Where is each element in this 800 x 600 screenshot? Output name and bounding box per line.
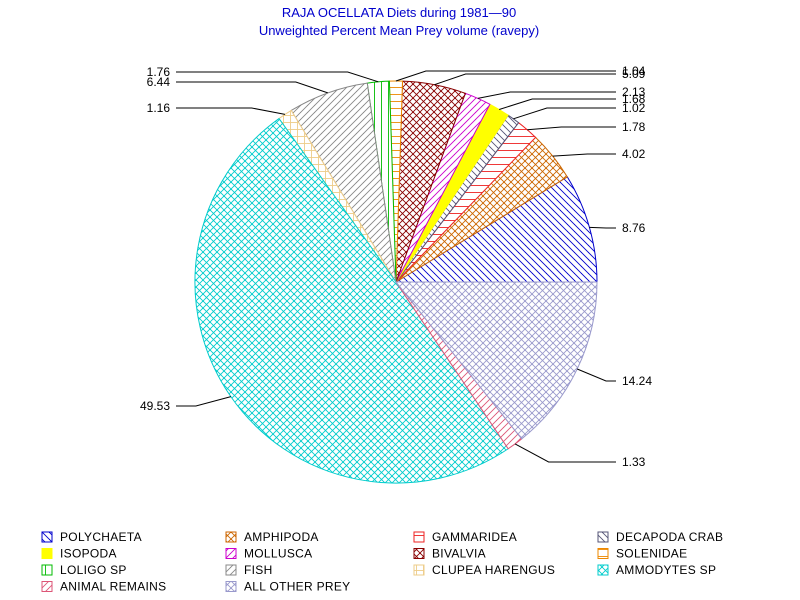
legend-item-polychaeta: POLYCHAETA — [41, 530, 142, 544]
legend-label-isopoda: ISOPODA — [60, 547, 117, 561]
legend-swatch-clupea-harengus — [413, 564, 425, 576]
legend-swatch-amphipoda — [225, 531, 237, 543]
legend-item-bivalvia: BIVALVIA — [413, 547, 486, 561]
leader-line-clupea-harengus — [176, 107, 286, 115]
slice-label-clupea-harengus: 1.16 — [147, 101, 171, 115]
leader-line-decapoda-crab — [513, 107, 616, 120]
chart-subtitle: Unweighted Percent Mean Prey volume (rav… — [259, 23, 539, 38]
legend-label-decapoda-crab: DECAPODA CRAB — [616, 530, 723, 544]
pie-slice-ammodytes-sp — [194, 117, 509, 484]
legend-label-solenidae: SOLENIDAE — [616, 547, 687, 561]
label-leaders: 1.045.09 2.131.681.02 1.78 4.02 8.76 14.24 1.3… — [140, 64, 652, 469]
legend-label-all-other-prey: ALL OTHER PREY — [244, 580, 350, 594]
legend-swatch-solenidae — [597, 548, 609, 559]
legend-label-polychaeta: POLYCHAETA — [60, 530, 142, 544]
leader-line-amphipoda — [552, 153, 616, 157]
pie-slices — [194, 80, 598, 484]
legend-item-decapoda-crab: DECAPODA CRAB — [597, 530, 723, 544]
slice-label-fish: 6.44 — [147, 75, 171, 89]
legend-swatch-decapoda-crab — [597, 531, 609, 543]
slice-label-all-other-prey: 14.24 — [622, 374, 652, 388]
legend-item-solenidae: SOLENIDAE — [597, 547, 687, 561]
slice-label-isopoda: 1.68 — [622, 92, 646, 106]
slice-label-amphipoda: 4.02 — [622, 147, 646, 161]
legend-swatch-gammaridea — [413, 531, 425, 543]
legend-label-fish: FISH — [244, 563, 273, 577]
slice-label-mollusca: 2.13 — [622, 85, 646, 99]
legend-label-ammodytes-sp: AMMODYTES SP — [616, 563, 716, 577]
legend: POLYCHAETA AMPHIPODA GAMMARIDEA DECAPODA CR… — [41, 530, 723, 594]
legend-swatch-ammodytes-sp — [597, 564, 609, 576]
legend-item-clupea-harengus: CLUPEA HARENGUS — [413, 563, 555, 577]
legend-label-amphipoda: AMPHIPODA — [244, 530, 319, 544]
leader-line-polychaeta — [589, 226, 616, 229]
legend-label-mollusca: MOLLUSCA — [244, 547, 312, 561]
legend-item-fish: FISH — [225, 563, 273, 577]
legend-swatch-all-other-prey — [225, 581, 237, 592]
leader-line-fish — [176, 81, 328, 94]
legend-swatch-fish — [225, 564, 237, 576]
legend-label-animal-remains: ANIMAL REMAINS — [60, 580, 166, 594]
legend-label-bivalvia: BIVALVIA — [432, 547, 486, 561]
slice-label-gammaridea: 1.78 — [622, 120, 646, 134]
legend-label-loligo-sp: LOLIGO SP — [60, 563, 127, 577]
pie-slice-all-other-prey — [394, 281, 598, 440]
leader-line-isopoda — [499, 98, 616, 110]
slice-label-animal-remains: 1.33 — [622, 455, 646, 469]
leader-line-bivalvia — [434, 73, 616, 86]
leader-line-gammaridea — [527, 126, 616, 131]
legend-label-clupea-harengus: CLUPEA HARENGUS — [432, 563, 555, 577]
legend-item-isopoda: ISOPODA — [41, 547, 117, 561]
legend-item-mollusca: MOLLUSCA — [225, 547, 312, 561]
legend-item-animal-remains: ANIMAL REMAINS — [41, 580, 166, 594]
legend-item-ammodytes-sp: AMMODYTES SP — [597, 563, 716, 577]
leader-line-ammodytes-sp — [176, 396, 232, 407]
slice-label-solenidae: 1.04 — [622, 64, 646, 78]
slice-label-bivalvia: 5.09 — [622, 67, 646, 81]
legend-swatch-animal-remains — [41, 581, 53, 592]
legend-item-amphipoda: AMPHIPODA — [225, 530, 319, 544]
legend-swatch-loligo-sp — [41, 564, 53, 576]
leader-line-mollusca — [477, 91, 616, 99]
slice-label-loligo-sp: 1.76 — [147, 65, 171, 79]
slice-label-polychaeta: 8.76 — [622, 221, 646, 235]
slice-label-ammodytes-sp: 49.53 — [140, 399, 170, 413]
legend-item-loligo-sp: LOLIGO SP — [41, 563, 127, 577]
legend-swatch-mollusca — [225, 548, 237, 559]
legend-swatch-isopoda — [41, 548, 53, 559]
legend-item-gammaridea: GAMMARIDEA — [413, 530, 517, 544]
legend-item-all-other-prey: ALL OTHER PREY — [225, 580, 350, 594]
leader-line-loligo-sp — [176, 71, 379, 83]
legend-swatch-polychaeta — [41, 531, 53, 543]
legend-label-gammaridea: GAMMARIDEA — [432, 530, 517, 544]
slice-label-decapoda-crab: 1.02 — [622, 101, 646, 115]
leader-line-animal-remains — [514, 443, 616, 463]
leader-line-solenidae — [395, 70, 616, 82]
legend-swatch-bivalvia — [413, 548, 425, 559]
chart-title: RAJA OCELLATA Diets during 1981—90 — [282, 5, 516, 20]
leader-line-all-other-prey — [577, 368, 616, 382]
